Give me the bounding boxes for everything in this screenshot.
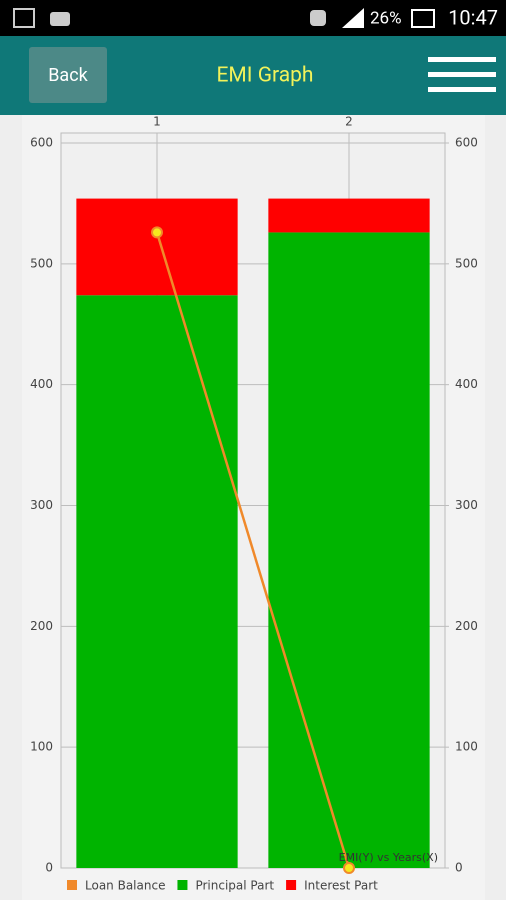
legend-label: Interest Part xyxy=(304,879,378,893)
gallery-icon xyxy=(13,8,35,28)
legend-swatch xyxy=(286,880,297,890)
signal-icon xyxy=(342,8,364,28)
y2-tick-label: 100 xyxy=(455,740,478,754)
bar-segment xyxy=(76,198,238,296)
legend-label: Principal Part xyxy=(195,879,274,893)
y-tick-label: 500 xyxy=(30,256,53,270)
y-tick-label: 0 xyxy=(45,861,53,875)
line xyxy=(155,232,351,869)
y-tick-label: 400 xyxy=(30,377,53,391)
y2-tick-label: 600 xyxy=(455,136,478,150)
shield-icon xyxy=(310,10,326,26)
bar-segment xyxy=(268,232,430,868)
line-point xyxy=(151,226,163,239)
menu-line xyxy=(428,72,496,77)
y2-tick-label: 500 xyxy=(455,256,478,270)
bar-segment xyxy=(268,198,430,233)
y2-tick-label: 0 xyxy=(455,861,463,875)
y-tick-label: 600 xyxy=(30,136,53,150)
battery-percent: 26% xyxy=(370,8,402,28)
x-tick-label: 2 xyxy=(345,115,353,129)
bar-segment xyxy=(76,295,238,868)
back-label: Back xyxy=(48,65,88,86)
y-tick-label: 300 xyxy=(30,498,53,512)
battery-icon xyxy=(411,9,435,28)
chart-annotation: EMI(Y) vs Years(X) xyxy=(339,851,438,864)
clock: 10:47 xyxy=(448,5,498,29)
chart: 0 100 200 300 400 500 600 0 100 200 300 400 500 600 1 2… xyxy=(30,115,478,893)
menu-line xyxy=(428,87,496,92)
menu-button[interactable] xyxy=(428,57,496,92)
menu-line xyxy=(428,57,496,62)
status-bar xyxy=(0,0,506,36)
legend-swatch xyxy=(177,880,188,890)
y-tick-label: 200 xyxy=(30,619,53,633)
x-tick-label: 1 xyxy=(153,115,161,129)
legend-label: Loan Balance xyxy=(85,879,165,893)
back-button[interactable] xyxy=(29,47,107,103)
line-point xyxy=(343,862,355,874)
y2-tick-label: 400 xyxy=(455,377,478,391)
y2-tick-label: 200 xyxy=(455,619,478,633)
android-icon xyxy=(50,12,70,26)
legend-swatch xyxy=(67,880,77,890)
screen-title: EMI Graph xyxy=(217,64,314,88)
y2-tick-label: 300 xyxy=(455,498,478,512)
y-tick-label: 100 xyxy=(30,740,53,754)
